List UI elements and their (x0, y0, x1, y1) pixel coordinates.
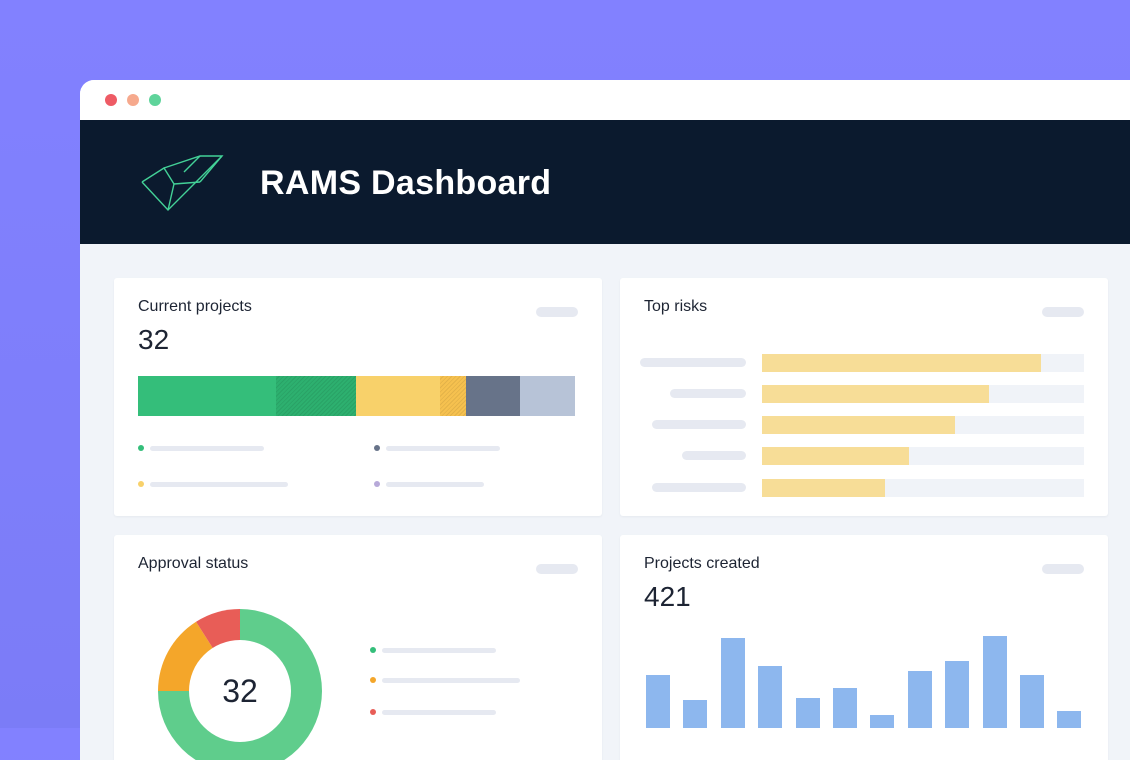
card-menu-button[interactable] (536, 307, 578, 317)
stacked-bar-segment (138, 376, 276, 416)
approval-donut-chart: 32 (158, 609, 322, 760)
risk-bar (762, 479, 885, 497)
current-projects-card: Current projects 32 (114, 278, 602, 516)
chart-bar (833, 688, 857, 728)
chart-bar (907, 671, 932, 728)
logo-icon (140, 154, 224, 217)
legend-label-placeholder (150, 446, 264, 451)
maximize-window-button[interactable] (149, 94, 161, 106)
legend-dot (370, 647, 376, 653)
chart-bar (795, 698, 820, 728)
card-menu-button[interactable] (1042, 564, 1084, 574)
app-header: RAMS Dashboard (80, 120, 1130, 244)
chart-bar (758, 666, 783, 728)
card-title: Approval status (138, 555, 249, 572)
approval-status-card: Approval status 32 (114, 535, 602, 760)
risk-bar (762, 447, 910, 465)
stacked-bar-segment (356, 376, 440, 416)
card-title: Projects created (644, 555, 760, 572)
chart-bar (1020, 675, 1044, 728)
chart-bar (945, 661, 970, 728)
risk-bar-track (762, 385, 1084, 403)
legend-label-placeholder (386, 446, 500, 451)
card-menu-button[interactable] (1042, 307, 1084, 317)
chart-bar (1057, 711, 1082, 728)
window-titlebar (80, 80, 1130, 120)
legend-label-placeholder (382, 678, 520, 683)
legend-label-placeholder (382, 710, 496, 715)
card-menu-button[interactable] (536, 564, 578, 574)
app-window: RAMS Dashboard Current projects 32 Top r… (80, 80, 1130, 760)
legend-dot (370, 709, 376, 715)
projects-created-bar-chart (646, 628, 1096, 728)
risk-bar (762, 416, 956, 434)
legend-dot (370, 677, 376, 683)
risk-label-placeholder (652, 483, 746, 492)
close-window-button[interactable] (105, 94, 117, 106)
risk-bar (762, 354, 1041, 372)
minimize-window-button[interactable] (127, 94, 139, 106)
risk-bar (762, 385, 989, 403)
stacked-bar-segment (520, 376, 575, 416)
chart-bar (683, 700, 708, 728)
projects-created-card: Projects created 421 (620, 535, 1108, 760)
risk-bar-track (762, 354, 1084, 372)
stacked-bar-segment (465, 376, 521, 416)
app-title: RAMS Dashboard (260, 164, 552, 202)
donut-center-value: 32 (189, 640, 291, 742)
legend-dot (374, 445, 380, 451)
chart-bar (870, 715, 895, 728)
risk-bar-track (762, 447, 1084, 465)
top-risks-card: Top risks (620, 278, 1108, 516)
legend-label-placeholder (150, 482, 288, 487)
card-title: Top risks (644, 298, 708, 315)
stacked-bar-segment (275, 376, 357, 416)
legend-dot (374, 481, 380, 487)
risk-label-placeholder (682, 451, 746, 460)
chart-bar (646, 675, 670, 728)
current-projects-count: 32 (138, 324, 170, 355)
risk-label-placeholder (640, 358, 746, 367)
risk-bar-track (762, 416, 1084, 434)
stacked-bar-segment (439, 376, 466, 416)
projects-created-count: 421 (644, 581, 691, 612)
card-title: Current projects (138, 298, 252, 315)
legend-label-placeholder (382, 648, 496, 653)
risk-label-placeholder (670, 389, 746, 398)
chart-bar (982, 636, 1007, 728)
chart-bar (720, 638, 745, 728)
legend-label-placeholder (386, 482, 484, 487)
legend-dot (138, 445, 144, 451)
risk-label-placeholder (652, 420, 746, 429)
risk-bar-track (762, 479, 1084, 497)
legend-dot (138, 481, 144, 487)
projects-stacked-bar (138, 376, 575, 416)
